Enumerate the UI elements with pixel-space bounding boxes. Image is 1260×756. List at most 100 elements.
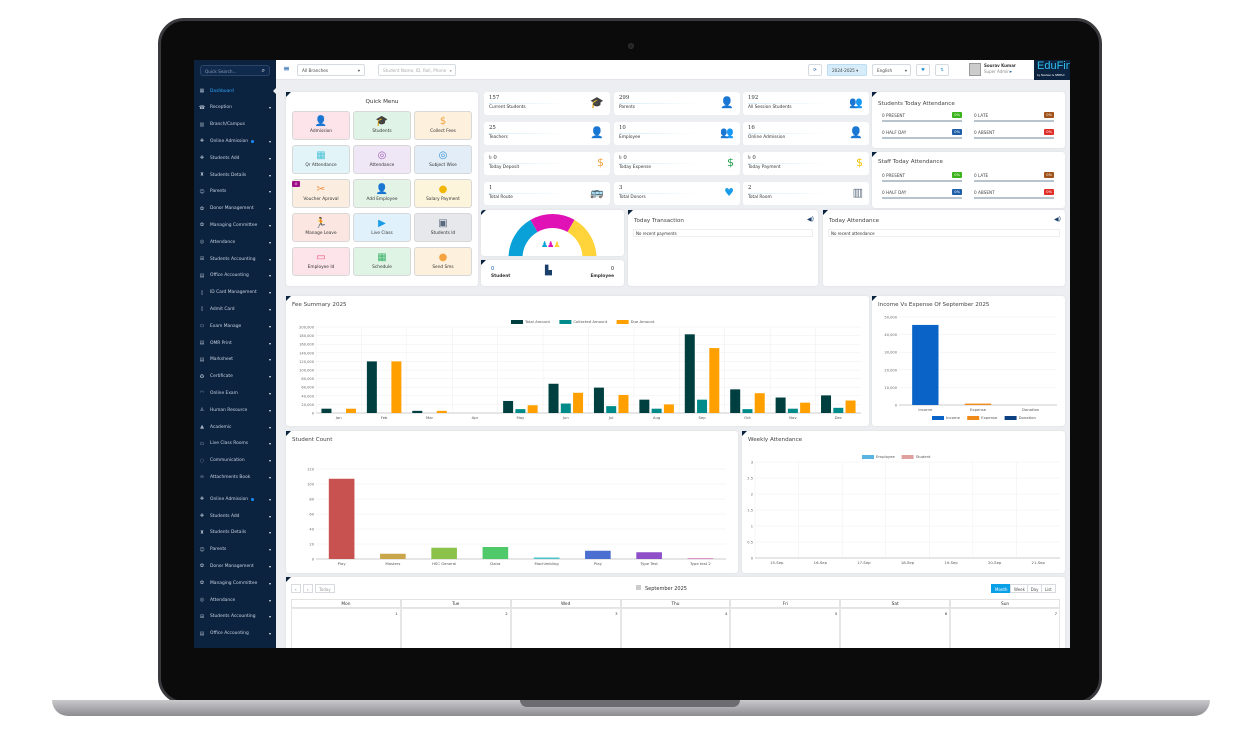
bar-hsc-general[interactable] xyxy=(431,547,457,559)
sidebar-item-donor-management[interactable]: ✿ Donor Management ▾ xyxy=(194,558,276,574)
bar-jul-collected-amount[interactable] xyxy=(606,406,617,413)
bar-dec-collected-amount[interactable] xyxy=(833,407,844,413)
quick-menu-send-sms[interactable]: ● Send Sms xyxy=(414,247,472,276)
quick-menu-live-class[interactable]: ▶ Live Class xyxy=(353,213,411,242)
bar-type-test[interactable] xyxy=(636,552,662,559)
bar-may-collected-amount[interactable] xyxy=(515,409,526,413)
bar-play[interactable] xyxy=(328,478,355,559)
bar-income-income[interactable] xyxy=(912,324,939,405)
stat-card-parents[interactable]: 299 Parents 👤 xyxy=(614,92,740,115)
sidebar-item-students-details[interactable]: ♜ Students Details ▾ xyxy=(194,525,276,541)
quick-menu-subject-wise[interactable]: ◎ Subject Wise xyxy=(414,145,472,174)
sidebar-item-admit-card[interactable]: ▯ Admit Card ▾ xyxy=(194,301,276,317)
bar-may-total-amount[interactable] xyxy=(503,400,514,413)
quick-menu-voucher-aproval[interactable]: ✂ Voucher Aproval 0 xyxy=(292,179,350,208)
sidebar-item-online-exam[interactable]: ◠ Online Exam ▾ xyxy=(194,385,276,401)
speaker-icon[interactable]: ◀) xyxy=(807,216,814,223)
bar-jun-due-amount[interactable] xyxy=(573,392,584,413)
sidebar-item-managing-committee[interactable]: ✿ Managing Committee ▾ xyxy=(194,217,276,233)
bar-nov-total-amount[interactable] xyxy=(775,397,786,413)
bar-mar-total-amount[interactable] xyxy=(412,410,423,413)
bar-dec-total-amount[interactable] xyxy=(821,395,832,413)
bar-oct-total-amount[interactable] xyxy=(730,389,741,413)
bar-jan-due-amount[interactable] xyxy=(345,408,356,413)
session-select[interactable]: 2024-2025 ▾ xyxy=(827,64,867,76)
quick-menu-attendance[interactable]: ◎ Attendance xyxy=(353,145,411,174)
sidebar-item-students-accounting[interactable]: ⊞ Students Accounting ▾ xyxy=(194,251,276,267)
calendar-day-cell[interactable]: 1 xyxy=(291,608,401,648)
bar-nov-collected-amount[interactable] xyxy=(787,408,798,413)
quick-menu-add-employee[interactable]: 👤 Add Employee xyxy=(353,179,411,208)
calendar-next-button[interactable]: › xyxy=(303,584,313,593)
stat-card-current-students[interactable]: 157 Current Students 🎓 xyxy=(484,92,610,115)
bar-aug-total-amount[interactable] xyxy=(639,399,650,413)
sidebar-item-online-admission[interactable]: ✚ Online Admission ▾ xyxy=(194,133,276,149)
bar-feb-due-amount[interactable] xyxy=(391,361,402,413)
language-select[interactable]: English ▾ xyxy=(872,64,911,76)
sidebar-item-exam-manage[interactable]: ▭ Exam Manage ▾ xyxy=(194,318,276,334)
sidebar-item-live-class-rooms[interactable]: ▭ Live Class Rooms ▾ xyxy=(194,436,276,452)
sidebar-item-students-add[interactable]: ✚ Students Add ▾ xyxy=(194,150,276,166)
branch-select[interactable]: All Branches ▾ xyxy=(297,64,365,76)
bar-sep-collected-amount[interactable] xyxy=(697,399,708,413)
sidebar-item-certificate[interactable]: ✪ Certificate ▾ xyxy=(194,369,276,385)
bar-jun-total-amount[interactable] xyxy=(548,383,559,413)
menu-toggle-icon[interactable]: ≡ xyxy=(283,64,290,73)
quick-menu-schedule[interactable]: ▦ Schedule xyxy=(353,247,411,276)
bar-dec-due-amount[interactable] xyxy=(845,400,856,413)
bar-play[interactable] xyxy=(585,550,611,559)
sidebar-item-communication[interactable]: ◌ Communication ▾ xyxy=(194,453,276,469)
sidebar-item-students-add[interactable]: ✚ Students Add ▾ xyxy=(194,508,276,524)
quick-menu-students-id[interactable]: ▣ Students Id xyxy=(414,213,472,242)
sidebar-item-omr-print[interactable]: ▤ OMR Print ▾ xyxy=(194,335,276,351)
quick-menu-students[interactable]: 🎓 Students xyxy=(353,111,411,140)
calendar-view-list[interactable]: List xyxy=(1040,584,1056,593)
stat-card-total-donors[interactable]: 3 Total Donors ♥ xyxy=(614,182,740,205)
bar-jan-total-amount[interactable] xyxy=(321,408,332,413)
speaker-icon[interactable]: ◀) xyxy=(1054,216,1061,223)
stat-card-today-payment[interactable]: ৳ 0 Today Payment $ xyxy=(743,152,869,175)
sidebar-item-reception[interactable]: ☎ Reception ▾ xyxy=(194,100,276,116)
bar-sep-due-amount[interactable] xyxy=(709,348,720,413)
user-role[interactable]: Super Admin▾ xyxy=(984,69,1012,74)
bar-mar-due-amount[interactable] xyxy=(436,410,447,413)
stat-card-today-expense[interactable]: ৳ 0 Today Expense $ xyxy=(614,152,740,175)
calendar-today-button[interactable]: Today xyxy=(315,584,335,593)
student-search-input[interactable]: Student Name, ID, Roll, Phone ⌕ xyxy=(378,64,456,76)
bar-daira[interactable] xyxy=(482,547,509,559)
stat-card-today-deposit[interactable]: ৳ 0 Today Deposit $ xyxy=(484,152,610,175)
quick-search-input[interactable]: Quick Search... ⌕ xyxy=(200,65,270,76)
quick-menu-manage-leave[interactable]: 🏃 Manage Leave xyxy=(292,213,350,242)
sidebar-item-branch-campus[interactable]: ▥ Branch/Campus xyxy=(194,117,276,133)
bar-aug-collected-amount[interactable] xyxy=(651,408,662,413)
stat-card-online-admission[interactable]: 16 Online Admission 👤 xyxy=(743,122,869,145)
sidebar-item-managing-committee[interactable]: ✿ Managing Committee ▾ xyxy=(194,575,276,591)
sidebar-item-students-details[interactable]: ♜ Students Details ▾ xyxy=(194,167,276,183)
heart-button[interactable]: ♥ xyxy=(916,64,930,76)
sidebar-item-attendance[interactable]: ◎ Attendance ▾ xyxy=(194,234,276,250)
sidebar-item-students-accounting[interactable]: ⊞ Students Accounting ▾ xyxy=(194,609,276,625)
sidebar-item-attachments-book[interactable]: ∞ Attachments Book ▾ xyxy=(194,469,276,485)
calendar-day-cell[interactable]: 2 xyxy=(400,608,511,648)
calendar-day-cell[interactable]: 4 xyxy=(620,608,731,648)
bar-jul-total-amount[interactable] xyxy=(593,387,604,413)
calendar-prev-button[interactable]: ‹ xyxy=(291,584,301,593)
sidebar-item-donor-management[interactable]: ✿ Donor Management ▾ xyxy=(194,201,276,217)
sidebar-item-id-card-management[interactable]: ▯ ID Card Management ▾ xyxy=(194,285,276,301)
sidebar-item-office-accounting[interactable]: ▤ Office Accounting ▾ xyxy=(194,626,276,642)
sidebar-item-human-resource[interactable]: ♙ Human Resource ▾ xyxy=(194,402,276,418)
sidebar-item-parents[interactable]: ☺ Parents ▾ xyxy=(194,542,276,558)
stat-card-total-route[interactable]: 1 Total Route 🚌 xyxy=(484,182,610,205)
bar-oct-due-amount[interactable] xyxy=(754,393,765,413)
calendar-day-cell[interactable]: 7 xyxy=(950,608,1060,648)
bar-aug-due-amount[interactable] xyxy=(663,404,674,413)
bar-feb-total-amount[interactable] xyxy=(366,361,377,413)
stat-card-employee[interactable]: 10 Employee 👥 xyxy=(614,122,740,145)
stat-card-total-room[interactable]: 2 Total Room ▥ xyxy=(743,182,869,205)
bar-jun-collected-amount[interactable] xyxy=(560,403,571,413)
sidebar-item-parents[interactable]: ☺ Parents ▾ xyxy=(194,184,276,200)
sidebar-item-online-admission[interactable]: ✚ Online Admission ▾ xyxy=(194,491,276,507)
bar-type-test-2[interactable] xyxy=(687,558,714,559)
sidebar-item-marksheet[interactable]: ▤ Marksheet ▾ xyxy=(194,352,276,368)
bar-expense-income[interactable] xyxy=(964,403,992,405)
